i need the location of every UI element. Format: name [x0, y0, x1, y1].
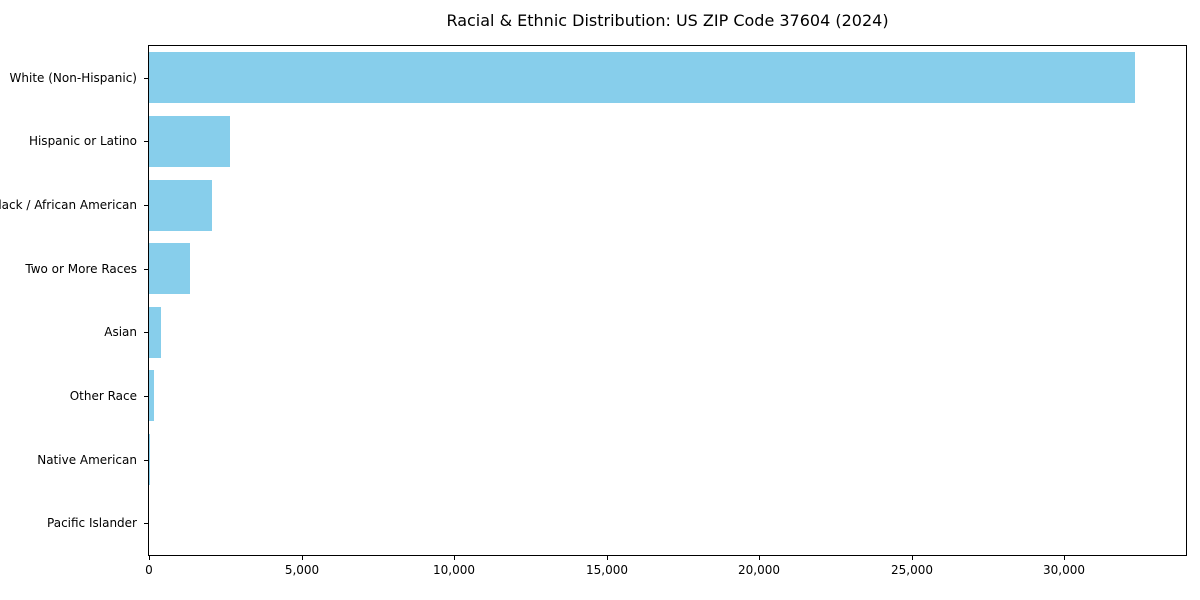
y-axis-label: Black / African American [0, 198, 137, 212]
plot-area [148, 45, 1187, 556]
x-axis-tick-label: 30,000 [1043, 563, 1085, 577]
bar-two-or-more-races [149, 243, 190, 294]
y-axis-label: Pacific Islander [47, 516, 137, 530]
bar-hispanic-or-latino [149, 116, 230, 167]
x-axis-tick [759, 556, 760, 560]
y-axis-tick [144, 269, 148, 270]
y-axis-tick [144, 523, 148, 524]
y-axis-label: Two or More Races [25, 262, 137, 276]
x-axis-tick-label: 5,000 [284, 563, 320, 577]
x-axis-tick [454, 556, 455, 560]
x-axis-tick [1064, 556, 1065, 560]
bar-black-african-american [149, 180, 212, 231]
y-axis-tick [144, 78, 148, 79]
x-axis-tick [607, 556, 608, 560]
bar-asian [149, 307, 161, 358]
y-axis-tick [144, 332, 148, 333]
x-axis-tick-label: 0 [145, 563, 153, 577]
y-axis-label: Hispanic or Latino [28, 134, 137, 148]
y-axis-label: Asian [104, 325, 137, 339]
x-axis-tick-label: 15,000 [586, 563, 628, 577]
y-axis-label: Other Race [69, 389, 137, 403]
bar-other-race [149, 370, 154, 421]
y-axis-tick [144, 205, 148, 206]
x-axis-tick-label: 20,000 [738, 563, 780, 577]
y-axis-label: Native American [37, 453, 137, 467]
bar-white-non-hispanic [149, 52, 1135, 103]
x-axis-tick [912, 556, 913, 560]
x-axis-tick-label: 25,000 [891, 563, 933, 577]
y-axis-label: White (Non-Hispanic) [9, 71, 137, 85]
y-axis-tick [144, 460, 148, 461]
y-axis-tick [144, 396, 148, 397]
x-axis-tick-label: 10,000 [433, 563, 475, 577]
x-axis-tick [302, 556, 303, 560]
bar-native-american [149, 434, 150, 485]
chart-title: Racial & Ethnic Distribution: US ZIP Cod… [446, 11, 889, 30]
y-axis-tick [144, 141, 148, 142]
x-axis-tick [149, 556, 150, 560]
